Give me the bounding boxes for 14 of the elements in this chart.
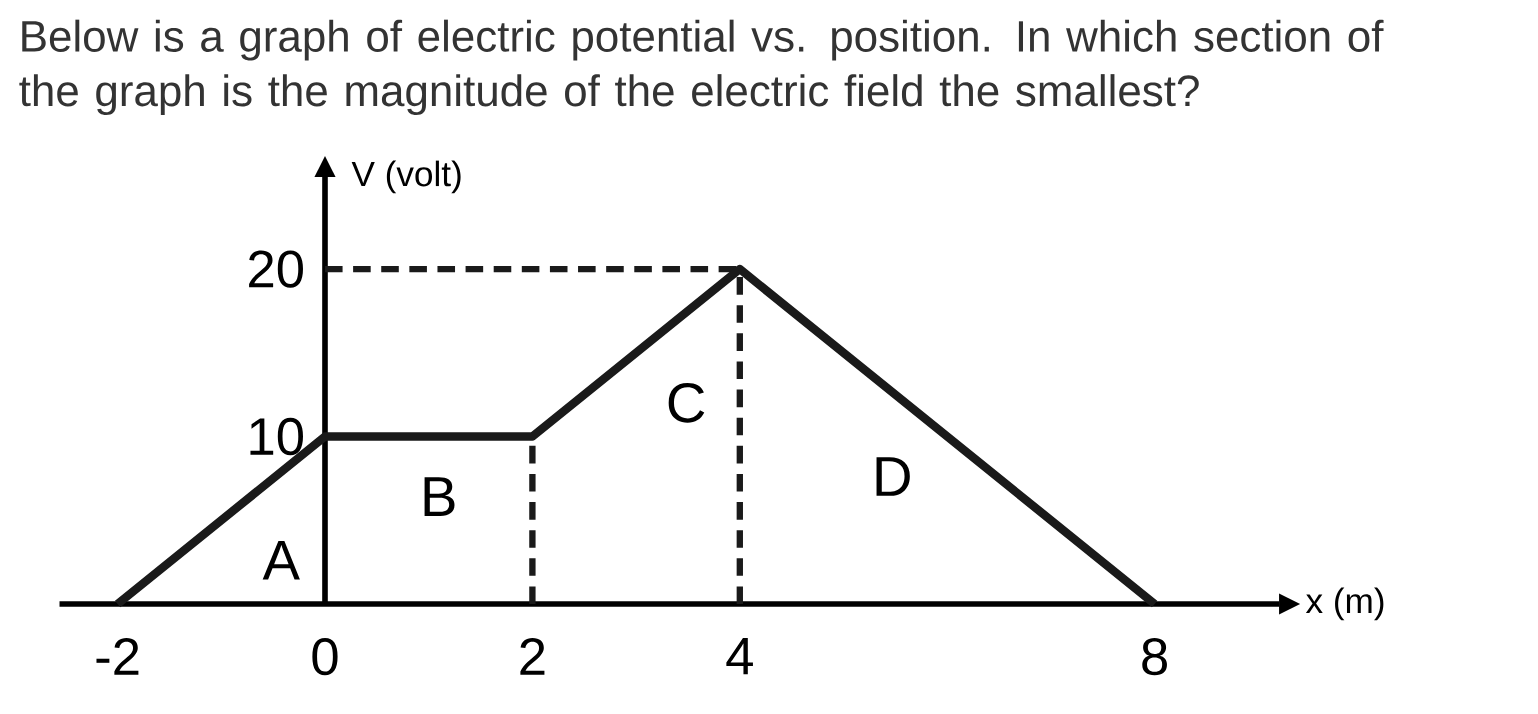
annotation: B xyxy=(424,477,455,516)
y-axis-title: V (volt) xyxy=(351,160,461,194)
x-tick-label: 0 xyxy=(312,637,338,676)
x-tick-label: 4 xyxy=(726,637,753,675)
chart-title: Below is a graph of electric potential vs. position. In which section of the graph is the magnitude of the electric field the smallest? xyxy=(19,19,1384,116)
annotation: C xyxy=(668,382,705,423)
annotation: D xyxy=(876,457,910,496)
y-tick-label: 20 xyxy=(249,250,303,288)
y-tick-label: 10 xyxy=(250,417,303,456)
annotation: A xyxy=(262,540,300,580)
x-tick-label: 8 xyxy=(1142,637,1167,676)
x-axis-title: x (m) xyxy=(1305,587,1384,621)
x-tick-label: -2 xyxy=(96,637,139,675)
x-tick-label: 2 xyxy=(520,637,545,675)
